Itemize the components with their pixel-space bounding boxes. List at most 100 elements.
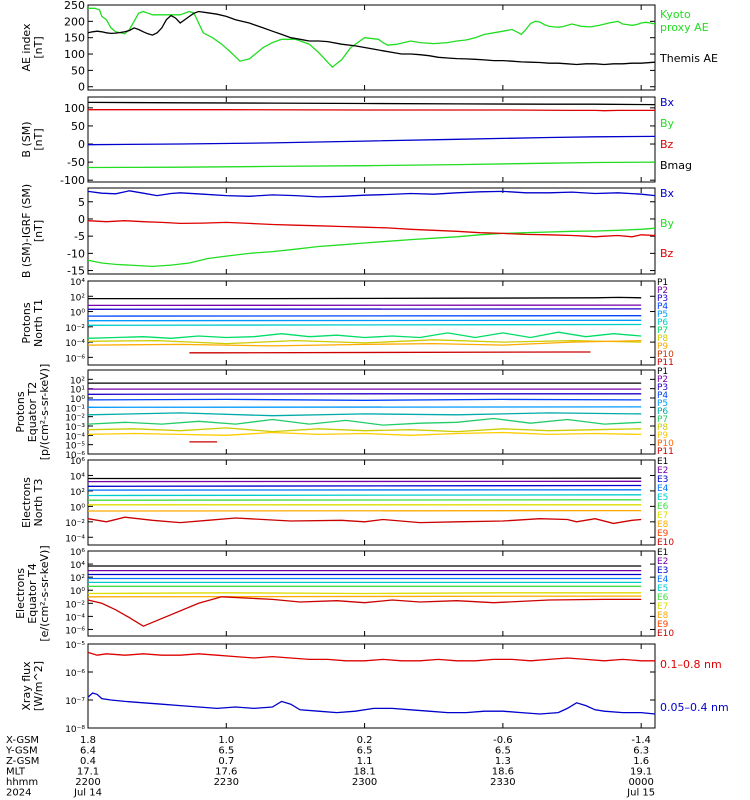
y-tick-label: 10⁻⁶ bbox=[65, 451, 85, 461]
series-line-1 bbox=[87, 692, 656, 715]
legend-entry: P5 bbox=[657, 310, 668, 320]
y-tick-label: 10⁻³ bbox=[65, 423, 85, 433]
legend-entry: E7 bbox=[657, 602, 668, 612]
y-tick-label: 50 bbox=[71, 120, 85, 133]
y-axis-label: [nT] bbox=[32, 36, 45, 58]
axis-row-value: Jul 15 bbox=[626, 788, 655, 799]
y-tick-label: -5 bbox=[74, 230, 85, 243]
y-tick-label: 10⁴ bbox=[70, 278, 85, 288]
series-line-3 bbox=[87, 398, 642, 401]
axis-row-value: 1.6 bbox=[633, 756, 649, 767]
legend-entry: E10 bbox=[657, 629, 674, 639]
y-tick-label: 10⁻⁵ bbox=[65, 442, 85, 452]
y-tick-label: 10⁻⁸ bbox=[65, 725, 85, 735]
axis-row-value: 6.4 bbox=[80, 746, 96, 757]
y-tick-label: 10⁰ bbox=[70, 395, 85, 405]
y-tick-label: 10⁻⁴ bbox=[65, 339, 85, 349]
legend-entry: P4 bbox=[657, 391, 668, 401]
y-tick-label: 10⁻² bbox=[65, 324, 85, 334]
y-axis-label: Electrons bbox=[14, 568, 27, 619]
y-tick-label: 10⁻⁷ bbox=[65, 697, 85, 707]
legend-entry: proxy AE bbox=[660, 21, 709, 34]
legend-entry: Bx bbox=[660, 187, 675, 200]
y-tick-label: 10⁻² bbox=[65, 600, 85, 610]
legend-entry: By bbox=[660, 117, 675, 130]
legend-entry: By bbox=[660, 217, 675, 230]
legend-entry: Themis AE bbox=[659, 52, 718, 65]
legend-entry: Bx bbox=[660, 96, 675, 109]
panel-frame bbox=[87, 187, 656, 275]
series-line-0 bbox=[87, 651, 655, 662]
y-axis-label: AE index bbox=[20, 23, 33, 72]
legend-entry: P2 bbox=[657, 286, 668, 296]
series-line-2 bbox=[87, 484, 642, 487]
legend-entry: Bmag bbox=[660, 159, 692, 172]
panel-frame bbox=[87, 280, 656, 366]
series-line-8 bbox=[87, 339, 642, 347]
axis-row-value: 2200 bbox=[75, 777, 100, 788]
y-tick-label: 10⁻⁴ bbox=[65, 613, 85, 623]
legend-entry: P7 bbox=[657, 326, 668, 336]
y-axis-label: [W/m^2] bbox=[32, 661, 45, 711]
axis-row-value: 6.5 bbox=[495, 746, 511, 757]
y-tick-label: 10⁶ bbox=[70, 548, 85, 558]
legend-entry: P11 bbox=[657, 358, 674, 368]
y-tick-label: 10⁻⁶ bbox=[65, 669, 85, 679]
y-tick-label: 10⁻⁵ bbox=[65, 641, 85, 651]
legend-entry: P4 bbox=[657, 302, 668, 312]
y-tick-label: 10⁰ bbox=[70, 309, 85, 319]
y-tick-label: 10⁻⁶ bbox=[65, 354, 85, 364]
y-axis-label: [e/(cm²-s-sr-keV)] bbox=[38, 545, 51, 641]
legend-entry: P8 bbox=[657, 423, 668, 433]
series-line-1 bbox=[87, 161, 656, 169]
panel-frame bbox=[87, 369, 656, 455]
panel-frame bbox=[87, 96, 656, 183]
axis-row-value: 0.4 bbox=[80, 756, 96, 767]
axis-row-value: 1.3 bbox=[495, 756, 511, 767]
legend-entry: E5 bbox=[657, 584, 668, 594]
series-line-4 bbox=[87, 494, 642, 497]
legend-entry: P3 bbox=[657, 383, 668, 393]
legend-entry: Bz bbox=[660, 247, 674, 260]
axis-row-value: 1.1 bbox=[357, 756, 373, 767]
axis-row-value: 2230 bbox=[214, 777, 239, 788]
series-line-8 bbox=[87, 431, 642, 436]
legend-entry: P2 bbox=[657, 375, 668, 385]
y-axis-label: North T3 bbox=[32, 479, 45, 527]
y-tick-label: 10⁻⁴ bbox=[65, 432, 85, 442]
series-line-1 bbox=[87, 227, 656, 268]
series-line-6 bbox=[87, 417, 642, 426]
y-axis-label: B (SM) bbox=[20, 121, 33, 157]
axis-row-value: Jul 14 bbox=[73, 788, 102, 799]
legend-entry: P5 bbox=[657, 399, 668, 409]
series-line-5 bbox=[87, 323, 642, 326]
y-tick-label: -15 bbox=[67, 265, 85, 278]
y-tick-label: 10⁰ bbox=[70, 503, 85, 513]
y-tick-label: -10 bbox=[67, 247, 85, 260]
y-axis-label: Electrons bbox=[20, 477, 33, 528]
y-tick-label: -100 bbox=[60, 174, 85, 187]
y-axis-label: Protons bbox=[14, 391, 27, 432]
panel-frame bbox=[87, 643, 656, 729]
legend-entry: E2 bbox=[657, 557, 668, 567]
y-tick-label: 0 bbox=[78, 138, 85, 151]
axis-row-value: 1.0 bbox=[218, 735, 234, 746]
panel-3: 10⁻⁶ 10⁻⁴ 10⁻² 10⁰ 10² 10⁴ Protons North T1 P1P2… bbox=[20, 278, 674, 368]
axis-row-label: X-GSM bbox=[6, 735, 39, 746]
y-tick-label: 0 bbox=[78, 81, 85, 94]
legend-entry: P10 bbox=[657, 350, 674, 360]
axis-row-label: 2024 bbox=[6, 788, 31, 799]
y-tick-label: 150 bbox=[64, 32, 85, 45]
y-axis-label: [p/(cm²-s-sr-keV)] bbox=[38, 364, 51, 461]
series-line-0 bbox=[88, 7, 656, 68]
y-axis-label: [nT] bbox=[32, 220, 45, 242]
series-line-1 bbox=[87, 10, 656, 66]
legend-entry: P6 bbox=[657, 318, 668, 328]
y-tick-label: 10⁻⁴ bbox=[65, 534, 85, 544]
legend-entry: E3 bbox=[657, 566, 668, 576]
legend-entry: E9 bbox=[657, 529, 669, 539]
legend-entry: 0.1–0.8 nm bbox=[660, 658, 722, 671]
